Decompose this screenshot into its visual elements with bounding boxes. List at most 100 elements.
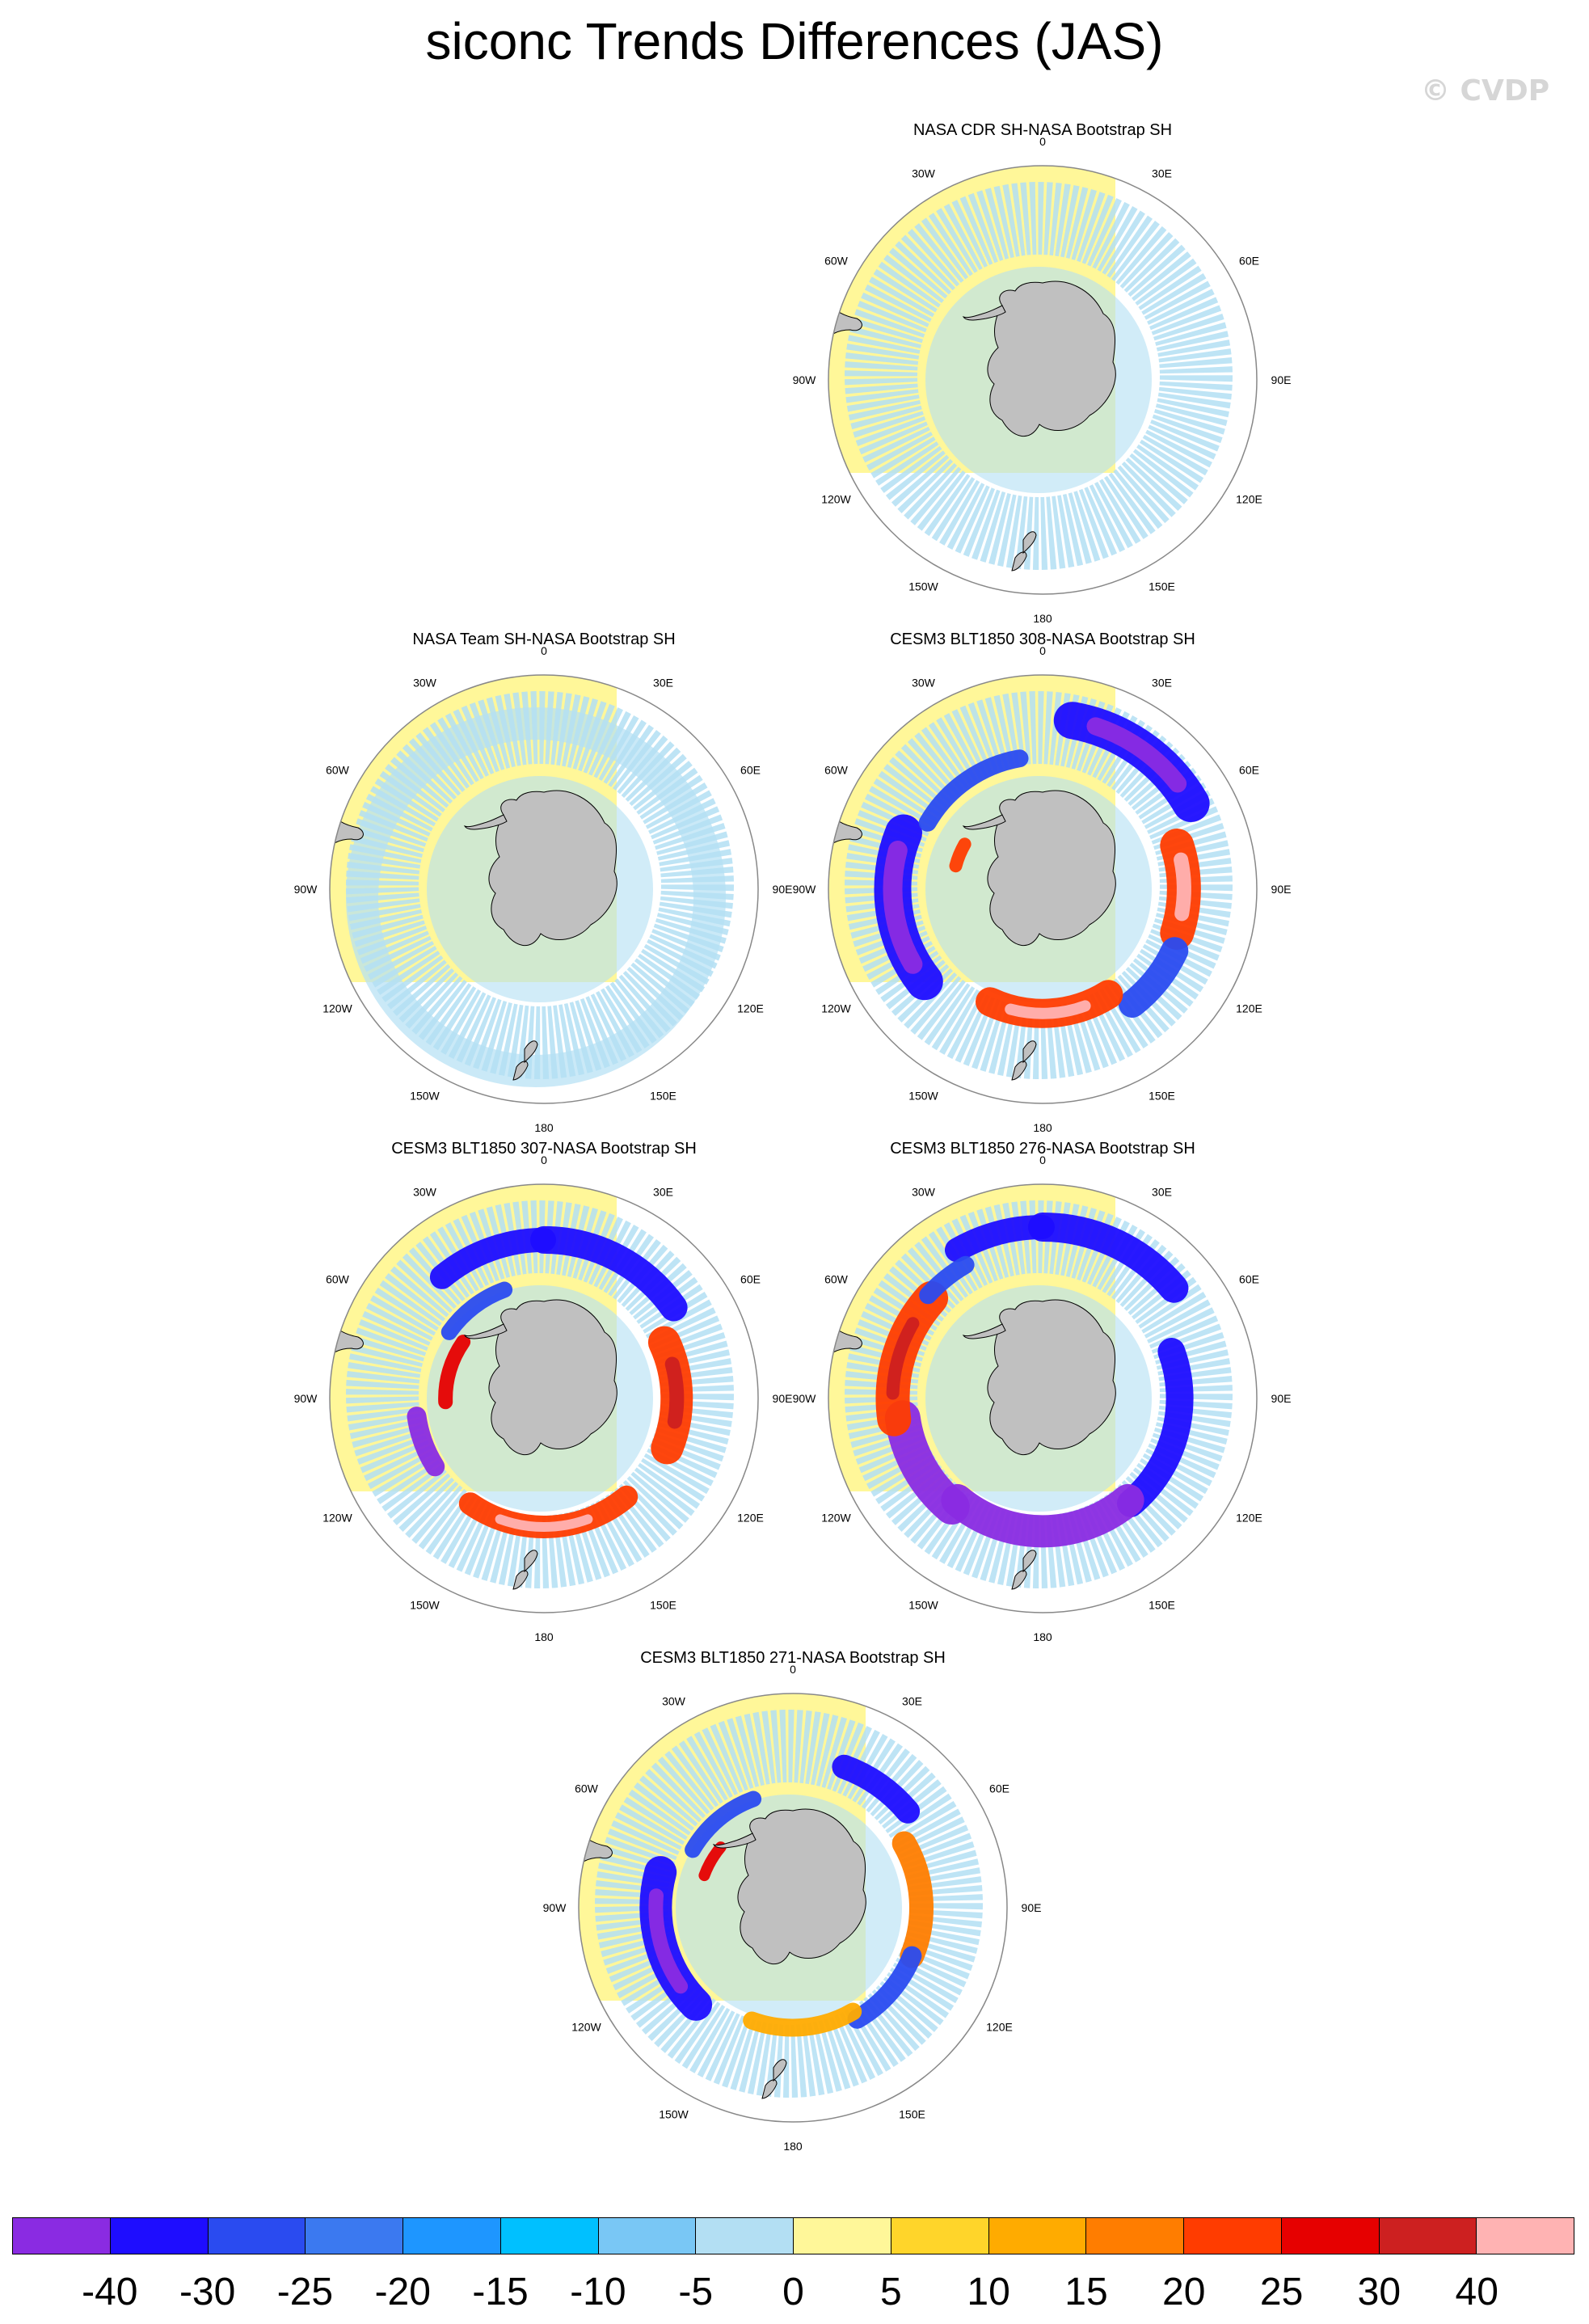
sea-ice-halo bbox=[595, 1710, 983, 2098]
longitude-label: 0 bbox=[790, 1663, 796, 1676]
longitude-label: 60W bbox=[824, 764, 849, 777]
longitude-label: 90E bbox=[773, 883, 793, 896]
map-panel-m307: CESM3 BLT1850 307-NASA Bootstrap SH 0 30E 6… bbox=[261, 1140, 827, 1641]
longitude-label: 60W bbox=[575, 1782, 599, 1795]
trend-band bbox=[886, 1317, 920, 1400]
south-america-landmass bbox=[579, 1816, 613, 1873]
colorbar-label: 5 bbox=[879, 2271, 902, 2313]
longitude-label: 180 bbox=[783, 2140, 803, 2150]
trend-band bbox=[530, 1225, 688, 1322]
trend-band bbox=[919, 1255, 975, 1305]
colorbar-box bbox=[110, 2218, 209, 2254]
trend-band bbox=[664, 1356, 685, 1429]
trend-band bbox=[743, 2002, 862, 2037]
trend-band bbox=[438, 1335, 471, 1410]
longitude-label: 180 bbox=[1033, 1630, 1052, 1641]
longitude-label: 60E bbox=[740, 764, 761, 777]
colorbar-label: 40 bbox=[1455, 2271, 1498, 2313]
longitude-label: 150W bbox=[659, 2108, 689, 2121]
longitude-label: 90W bbox=[793, 373, 817, 386]
trend-band bbox=[495, 1514, 593, 1532]
colorbar-box bbox=[306, 2218, 403, 2254]
new-zealand-landmass bbox=[1011, 531, 1037, 572]
new-zealand-landmass bbox=[512, 1040, 538, 1081]
colorbar-label: 20 bbox=[1162, 2271, 1206, 2313]
colorbar-box bbox=[988, 2218, 1087, 2254]
longitude-label: 180 bbox=[534, 1121, 554, 1132]
map-panel-m276: CESM3 BLT1850 276-NASA Bootstrap SH 0 30E 6… bbox=[760, 1140, 1326, 1641]
trend-band bbox=[1118, 937, 1189, 1018]
panel-title: NASA Team SH-NASA Bootstrap SH bbox=[412, 631, 676, 648]
new-zealand-landmass bbox=[1011, 1550, 1037, 1590]
antarctica-landmass bbox=[987, 790, 1116, 947]
longitude-label: 0 bbox=[541, 644, 547, 657]
trend-band bbox=[1086, 717, 1187, 793]
longitude-label: 0 bbox=[1039, 644, 1046, 657]
longitude-label: 150E bbox=[650, 1599, 676, 1612]
south-america-landmass bbox=[828, 1306, 862, 1364]
antarctica-landmass bbox=[987, 1299, 1116, 1456]
longitude-label: 120E bbox=[737, 1002, 764, 1015]
longitude-label: 150E bbox=[899, 2108, 925, 2121]
colorbar-label: -25 bbox=[276, 2271, 334, 2313]
map-boundary bbox=[828, 674, 1258, 1104]
antarctica-landmass bbox=[488, 1299, 617, 1456]
longitude-label: 150W bbox=[908, 1599, 938, 1612]
trend-band bbox=[1174, 852, 1191, 922]
map-panel-cdr: NASA CDR SH-NASA Bootstrap SH 0 30E 60E 90E 1… bbox=[760, 121, 1326, 622]
longitude-label: 30E bbox=[653, 1186, 673, 1199]
map-boundary bbox=[828, 1183, 1258, 1613]
longitude-label: 120E bbox=[1236, 1002, 1262, 1015]
longitude-label: 30E bbox=[653, 677, 673, 690]
polar-map: 0 30E 60E 90E 120E 150E 180 150W 120W 90W 60W 30W bbox=[543, 1663, 1042, 2150]
colorbar-box bbox=[598, 2218, 697, 2254]
colorbar-box bbox=[13, 2218, 111, 2254]
longitude-label: 60W bbox=[824, 1273, 849, 1286]
longitude-label: 90E bbox=[773, 1392, 793, 1405]
trend-band bbox=[949, 837, 972, 873]
longitude-label: 90W bbox=[294, 883, 318, 896]
colorbar-box bbox=[403, 2218, 501, 2254]
colorbar-label: 30 bbox=[1357, 2271, 1401, 2313]
panel-title: CESM3 BLT1850 276-NASA Bootstrap SH bbox=[890, 1140, 1195, 1158]
longitude-label: 180 bbox=[534, 1630, 554, 1641]
trend-band bbox=[883, 841, 923, 974]
longitude-label: 150W bbox=[908, 580, 938, 593]
longitude-label: 90E bbox=[1271, 883, 1292, 896]
longitude-label: 30E bbox=[1152, 677, 1172, 690]
longitude-label: 30E bbox=[1152, 167, 1172, 180]
longitude-label: 120W bbox=[821, 1512, 851, 1525]
panel-title: NASA CDR SH-NASA Bootstrap SH bbox=[913, 121, 1173, 139]
longitude-label: 90W bbox=[543, 1901, 567, 1914]
longitude-label: 60E bbox=[1239, 255, 1259, 268]
map-panel-m308: CESM3 BLT1850 308-NASA Bootstrap SH 0 30E 6… bbox=[760, 631, 1326, 1132]
longitude-label: 150W bbox=[410, 1090, 440, 1103]
panel-title: CESM3 BLT1850 308-NASA Bootstrap SH bbox=[890, 631, 1195, 648]
longitude-label: 0 bbox=[1039, 1154, 1046, 1166]
polar-map: 0 30E 60E 90E 120E 150E 180 150W 120W 90W 60W 30W bbox=[793, 135, 1292, 622]
trend-band bbox=[648, 1888, 689, 1994]
colorbar-label: -30 bbox=[179, 2271, 236, 2313]
longitude-label: 180 bbox=[1033, 1121, 1052, 1132]
longitude-label: 120W bbox=[571, 2021, 601, 2034]
map-panel-team: NASA Team SH-NASA Bootstrap SH 0 30E 60E 90E… bbox=[261, 631, 827, 1132]
new-zealand-landmass bbox=[512, 1550, 538, 1590]
colorbar-label: 0 bbox=[782, 2271, 804, 2313]
longitude-label: 150E bbox=[1149, 1599, 1175, 1612]
colorbar-box bbox=[1184, 2218, 1282, 2254]
colorbar-box bbox=[891, 2218, 989, 2254]
longitude-label: 150E bbox=[650, 1090, 676, 1103]
longitude-label: 150W bbox=[908, 1090, 938, 1103]
longitude-label: 90W bbox=[793, 1392, 817, 1405]
colorbar-label: -20 bbox=[374, 2271, 431, 2313]
south-america-landmass bbox=[330, 797, 364, 854]
colorbar-label: -5 bbox=[678, 2271, 714, 2313]
trend-band bbox=[941, 1483, 1144, 1548]
colorbar bbox=[12, 2217, 1574, 2254]
colorbar-label: 10 bbox=[967, 2271, 1010, 2313]
longitude-label: 60W bbox=[824, 255, 849, 268]
antarctica-landmass bbox=[737, 1808, 866, 1965]
colorbar-label: -40 bbox=[82, 2271, 138, 2313]
longitude-label: 60E bbox=[740, 1273, 761, 1286]
longitude-label: 90E bbox=[1271, 373, 1292, 386]
